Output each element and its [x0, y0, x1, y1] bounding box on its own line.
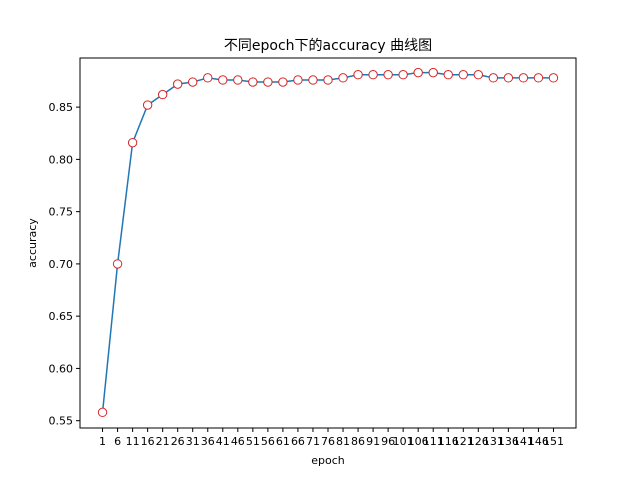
data-point: [473, 70, 484, 80]
data-point: [368, 70, 378, 80]
data-point: [533, 73, 544, 83]
data-point: [278, 77, 288, 87]
x-tick-label: 91: [366, 435, 380, 448]
y-axis-ticks: 0.55 0.60 0.65 0.70 0.75 0.80 0.85: [49, 101, 80, 428]
data-point: [218, 75, 228, 85]
data-point: [503, 73, 514, 83]
data-point: [413, 67, 423, 78]
y-tick-label: 0.85: [49, 101, 74, 114]
x-tick-label: 116: [438, 435, 459, 448]
x-tick-label: 76: [321, 435, 335, 448]
data-point: [443, 70, 453, 80]
x-tick-label: 31: [186, 435, 200, 448]
x-tick-label: 46: [231, 435, 245, 448]
x-tick-label: 106: [408, 435, 429, 448]
x-tick-label: 111: [423, 435, 444, 448]
data-point: [398, 70, 408, 80]
data-point: [548, 73, 559, 83]
data-point: [488, 73, 499, 83]
data-point: [248, 77, 258, 87]
y-axis-label: accuracy: [26, 218, 39, 268]
data-point: [338, 73, 348, 83]
data-point: [233, 75, 243, 85]
accuracy-series: [97, 67, 559, 418]
x-tick-label: 61: [276, 435, 290, 448]
data-point: [428, 67, 438, 78]
data-point: [97, 407, 108, 418]
data-point: [263, 77, 273, 87]
data-point: [353, 70, 363, 80]
x-tick-label: 51: [246, 435, 260, 448]
x-tick-label: 141: [513, 435, 534, 448]
data-point: [323, 75, 333, 85]
x-axis-ticks: 1 6 11 16 21 26 31 36 41 46 51 56 61 66 71 76 81 86 91 9610…: [99, 428, 564, 448]
y-tick-label: 0.60: [49, 362, 74, 375]
data-point: [172, 79, 183, 89]
data-point: [112, 259, 123, 269]
x-tick-label: 11: [126, 435, 140, 448]
y-tick-label: 0.65: [49, 310, 74, 323]
x-tick-label: 131: [483, 435, 504, 448]
x-tick-label: 96: [381, 435, 395, 448]
x-tick-label: 71: [306, 435, 320, 448]
data-point: [293, 75, 303, 85]
x-tick-label: 136: [498, 435, 519, 448]
chart-title: 不同epoch下的accuracy 曲线图: [224, 38, 432, 54]
x-tick-label: 101: [393, 435, 414, 448]
data-point: [518, 73, 529, 83]
data-point: [188, 77, 198, 87]
x-tick-label: 1: [99, 435, 106, 448]
data-point: [142, 100, 153, 110]
x-tick-label: 21: [156, 435, 170, 448]
x-tick-label: 151: [543, 435, 564, 448]
x-tick-label: 16: [141, 435, 155, 448]
data-point: [157, 89, 168, 100]
x-tick-label: 86: [351, 435, 365, 448]
x-tick-label: 41: [216, 435, 230, 448]
x-tick-label: 66: [291, 435, 305, 448]
x-axis-label: epoch: [311, 454, 345, 467]
x-tick-label: 26: [171, 435, 185, 448]
x-tick-label: 56: [261, 435, 275, 448]
x-tick-label: 126: [468, 435, 489, 448]
x-tick-label: 81: [336, 435, 350, 448]
y-tick-label: 0.55: [49, 415, 74, 428]
data-point: [308, 75, 318, 85]
x-tick-label: 121: [453, 435, 474, 448]
x-tick-label: 6: [114, 435, 121, 448]
y-tick-label: 0.70: [49, 258, 74, 271]
data-point: [458, 70, 468, 80]
x-tick-label: 36: [201, 435, 215, 448]
data-point: [127, 137, 138, 148]
y-tick-label: 0.75: [49, 206, 74, 219]
x-tick-label: 146: [528, 435, 549, 448]
data-point: [383, 70, 393, 80]
data-point: [203, 73, 213, 83]
plot-area: [79, 57, 577, 429]
y-tick-label: 0.80: [49, 153, 74, 166]
